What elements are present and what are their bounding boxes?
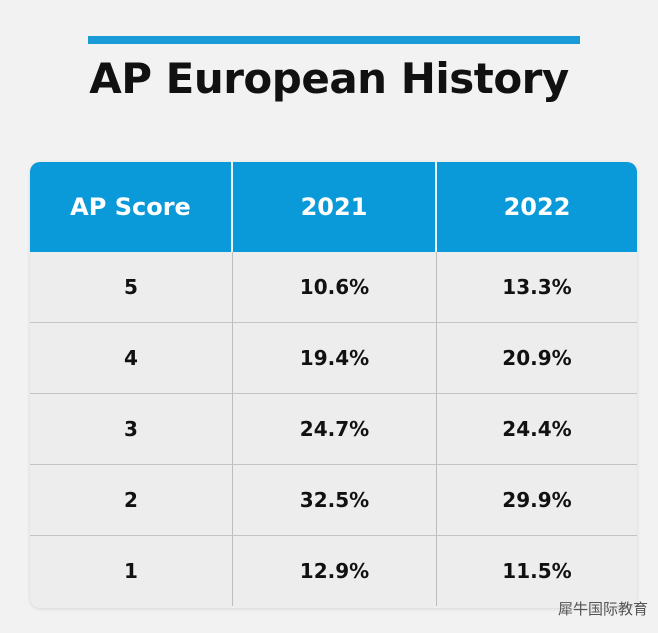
header-cell: AP Score (30, 162, 233, 252)
table-cell: 12.9% (233, 536, 437, 606)
table-row: 1 12.9% 11.5% (30, 535, 637, 606)
table-cell: 1 (30, 536, 233, 606)
accent-bar (88, 36, 580, 44)
table-row: 4 19.4% 20.9% (30, 322, 637, 393)
table-cell: 29.9% (502, 488, 572, 512)
table-cell: 24.7% (233, 394, 437, 464)
table-cell: 3 (30, 394, 233, 464)
table-cell: 5 (30, 252, 233, 322)
table-row: 3 24.7% 24.4% (30, 393, 637, 464)
table-cell: 19.4% (233, 323, 437, 393)
table-cell: 4 (30, 323, 233, 393)
table-cell: 13.3% (502, 275, 572, 299)
title: AP European History (89, 54, 569, 103)
header-row: AP Score 2021 2022 (30, 162, 637, 252)
table-cell: 2 (30, 465, 233, 535)
header-cell: 2021 (233, 162, 437, 252)
header-cell: 2022 (503, 193, 571, 221)
table-cell: 11.5% (502, 559, 572, 583)
table-cell: 20.9% (502, 346, 572, 370)
table-row: 5 10.6% 13.3% (30, 252, 637, 322)
table-cell: 32.5% (233, 465, 437, 535)
table-cell: 10.6% (233, 252, 437, 322)
watermark: 犀牛国际教育 (557, 600, 648, 618)
table-cell: 24.4% (502, 417, 572, 441)
table-row: 2 32.5% 29.9% (30, 464, 637, 535)
table: AP Score 2021 2022 5 10.6% 13.3% 4 19.4% 20.9% 3 2… (30, 162, 637, 608)
